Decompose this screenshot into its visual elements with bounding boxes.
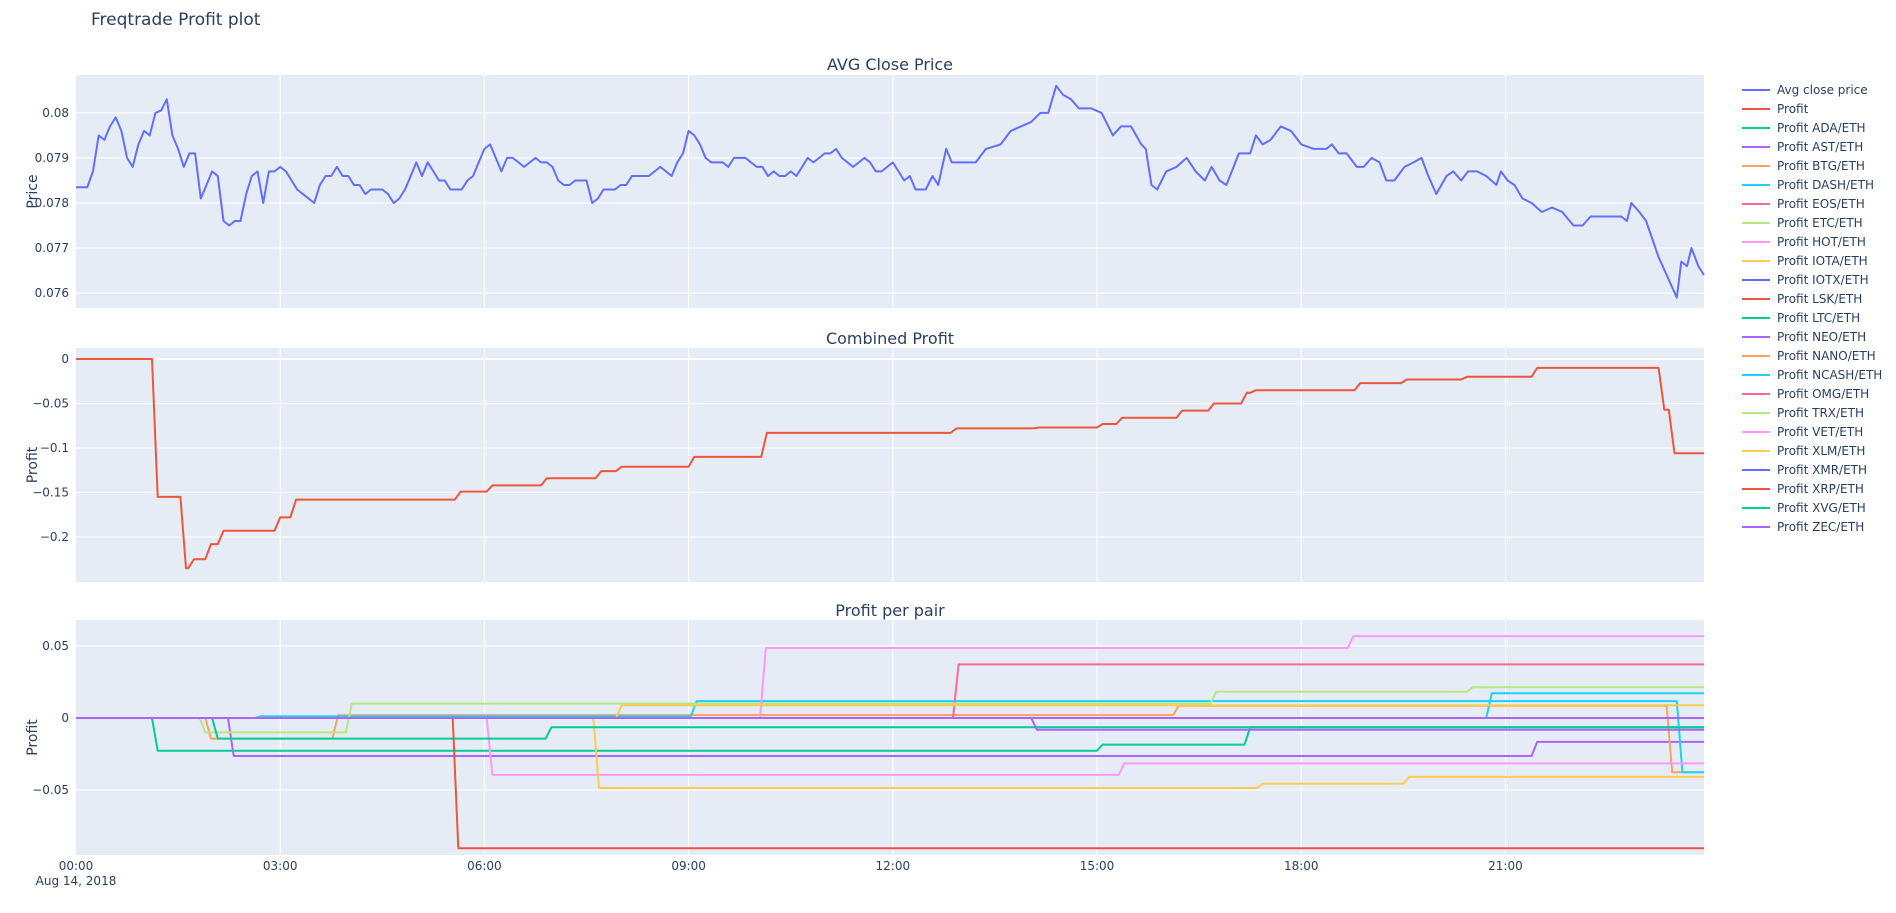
legend-label: Profit XLM/ETH bbox=[1777, 444, 1865, 458]
legend-label: Profit ZEC/ETH bbox=[1777, 520, 1864, 534]
y-axis-title: Profit bbox=[25, 446, 41, 483]
plot-area[interactable] bbox=[76, 75, 1704, 308]
legend-label: Profit IOTX/ETH bbox=[1777, 273, 1869, 287]
legend-label: Profit LSK/ETH bbox=[1777, 292, 1862, 306]
legend-label: Profit BTG/ETH bbox=[1777, 159, 1865, 173]
y-axis-title: Price bbox=[25, 174, 41, 208]
y-tick-label: 0 bbox=[61, 711, 69, 725]
subplot-1: 0.076 0.077 0.078 0.079 0.08 AVG Close Price P… bbox=[25, 55, 1705, 308]
legend-item[interactable]: Profit XLM/ETH bbox=[1742, 444, 1865, 458]
x-date-label: Aug 14, 2018 bbox=[36, 874, 117, 888]
y-tick-label: −0.05 bbox=[32, 783, 69, 797]
legend-label: Profit IOTA/ETH bbox=[1777, 254, 1868, 268]
legend-item[interactable]: Profit VET/ETH bbox=[1742, 425, 1863, 439]
legend-label: Profit ETC/ETH bbox=[1777, 216, 1863, 230]
legend-label: Profit AST/ETH bbox=[1777, 140, 1863, 154]
series-line-profit-btg-eth[interactable] bbox=[76, 704, 1704, 774]
legend-label: Profit NANO/ETH bbox=[1777, 349, 1876, 363]
legend-label: Profit EOS/ETH bbox=[1777, 197, 1865, 211]
legend-label: Profit OMG/ETH bbox=[1777, 387, 1869, 401]
legend-label: Profit LTC/ETH bbox=[1777, 311, 1860, 325]
legend[interactable]: Avg close price Profit Profit ADA/ETH Profi… bbox=[1742, 83, 1882, 534]
subplot-3: 0.05 0 −0.05 Profit per pair Profit bbox=[25, 601, 1704, 855]
legend-item[interactable]: Profit IOTX/ETH bbox=[1742, 273, 1869, 287]
legend-label: Profit DASH/ETH bbox=[1777, 178, 1874, 192]
legend-label: Profit TRX/ETH bbox=[1777, 406, 1864, 420]
legend-label: Profit VET/ETH bbox=[1777, 425, 1863, 439]
y-tick-label: 0.05 bbox=[42, 639, 69, 653]
y-tick-label: 0.079 bbox=[35, 151, 69, 165]
series-line-profit[interactable] bbox=[76, 358, 1704, 570]
subplot-title: Profit per pair bbox=[835, 601, 945, 620]
x-tick-label: 15:00 bbox=[1080, 859, 1115, 873]
legend-item[interactable]: Profit OMG/ETH bbox=[1742, 387, 1869, 401]
subplot-2: 0 −0.05 −0.1 −0.15 −0.2 Combined Profit Profit bbox=[25, 329, 1704, 582]
legend-item[interactable]: Profit bbox=[1742, 102, 1809, 116]
y-tick-label: 0.076 bbox=[35, 286, 69, 300]
x-tick-label: 00:00 bbox=[59, 859, 94, 873]
legend-item[interactable]: Profit NANO/ETH bbox=[1742, 349, 1876, 363]
legend-item[interactable]: Profit LSK/ETH bbox=[1742, 292, 1862, 306]
y-tick-label: −0.05 bbox=[32, 397, 69, 411]
x-tick-label: 03:00 bbox=[263, 859, 298, 873]
legend-item[interactable]: Avg close price bbox=[1742, 83, 1868, 97]
figure-title: Freqtrade Profit plot bbox=[91, 10, 261, 30]
x-tick-label: 21:00 bbox=[1488, 859, 1523, 873]
plot-area[interactable] bbox=[76, 620, 1704, 855]
x-axis: 00:00 03:00 06:00 09:00 12:00 15:00 18:00 21:00… bbox=[36, 859, 1523, 888]
y-tick-label: −0.15 bbox=[32, 485, 69, 499]
legend-label: Avg close price bbox=[1777, 83, 1868, 97]
legend-label: Profit ADA/ETH bbox=[1777, 121, 1866, 135]
legend-item[interactable]: Profit LTC/ETH bbox=[1742, 311, 1860, 325]
legend-item[interactable]: Profit TRX/ETH bbox=[1742, 406, 1864, 420]
y-tick-label: 0 bbox=[61, 352, 69, 366]
subplot-title: AVG Close Price bbox=[827, 55, 953, 74]
legend-label: Profit NCASH/ETH bbox=[1777, 368, 1882, 382]
legend-item[interactable]: Profit IOTA/ETH bbox=[1742, 254, 1868, 268]
legend-item[interactable]: Profit ZEC/ETH bbox=[1742, 520, 1864, 534]
legend-item[interactable]: Profit NCASH/ETH bbox=[1742, 368, 1882, 382]
subplot-title: Combined Profit bbox=[826, 329, 954, 348]
legend-label: Profit bbox=[1777, 102, 1809, 116]
x-tick-label: 09:00 bbox=[671, 859, 706, 873]
series-line-profit-etc-eth[interactable] bbox=[76, 686, 1704, 734]
legend-item[interactable]: Profit BTG/ETH bbox=[1742, 159, 1865, 173]
x-tick-label: 18:00 bbox=[1284, 859, 1319, 873]
y-tick-label: −0.1 bbox=[40, 441, 69, 455]
x-tick-label: 12:00 bbox=[876, 859, 911, 873]
legend-item[interactable]: Profit ETC/ETH bbox=[1742, 216, 1863, 230]
legend-item[interactable]: Profit HOT/ETH bbox=[1742, 235, 1866, 249]
y-tick-label: 0.077 bbox=[35, 241, 69, 255]
y-tick-label: −0.2 bbox=[40, 530, 69, 544]
legend-item[interactable]: Profit XMR/ETH bbox=[1742, 463, 1867, 477]
series-line-profit-iota-eth[interactable] bbox=[76, 717, 1704, 789]
legend-label: Profit XMR/ETH bbox=[1777, 463, 1867, 477]
legend-item[interactable]: Profit DASH/ETH bbox=[1742, 178, 1874, 192]
legend-label: Profit XRP/ETH bbox=[1777, 482, 1864, 496]
legend-item[interactable]: Profit XVG/ETH bbox=[1742, 501, 1866, 515]
y-axis-title: Profit bbox=[25, 719, 41, 756]
legend-label: Profit XVG/ETH bbox=[1777, 501, 1866, 515]
legend-item[interactable]: Profit AST/ETH bbox=[1742, 140, 1863, 154]
legend-item[interactable]: Profit XRP/ETH bbox=[1742, 482, 1864, 496]
legend-item[interactable]: Profit EOS/ETH bbox=[1742, 197, 1865, 211]
x-tick-label: 06:00 bbox=[467, 859, 502, 873]
series-line-avg-close-price[interactable] bbox=[76, 84, 1705, 299]
y-tick-label: 0.08 bbox=[42, 106, 69, 120]
legend-label: Profit HOT/ETH bbox=[1777, 235, 1866, 249]
legend-item[interactable]: Profit NEO/ETH bbox=[1742, 330, 1866, 344]
plot-area[interactable] bbox=[76, 348, 1704, 582]
legend-item[interactable]: Profit ADA/ETH bbox=[1742, 121, 1866, 135]
y-tick-label: 0.078 bbox=[35, 196, 69, 210]
legend-label: Profit NEO/ETH bbox=[1777, 330, 1866, 344]
